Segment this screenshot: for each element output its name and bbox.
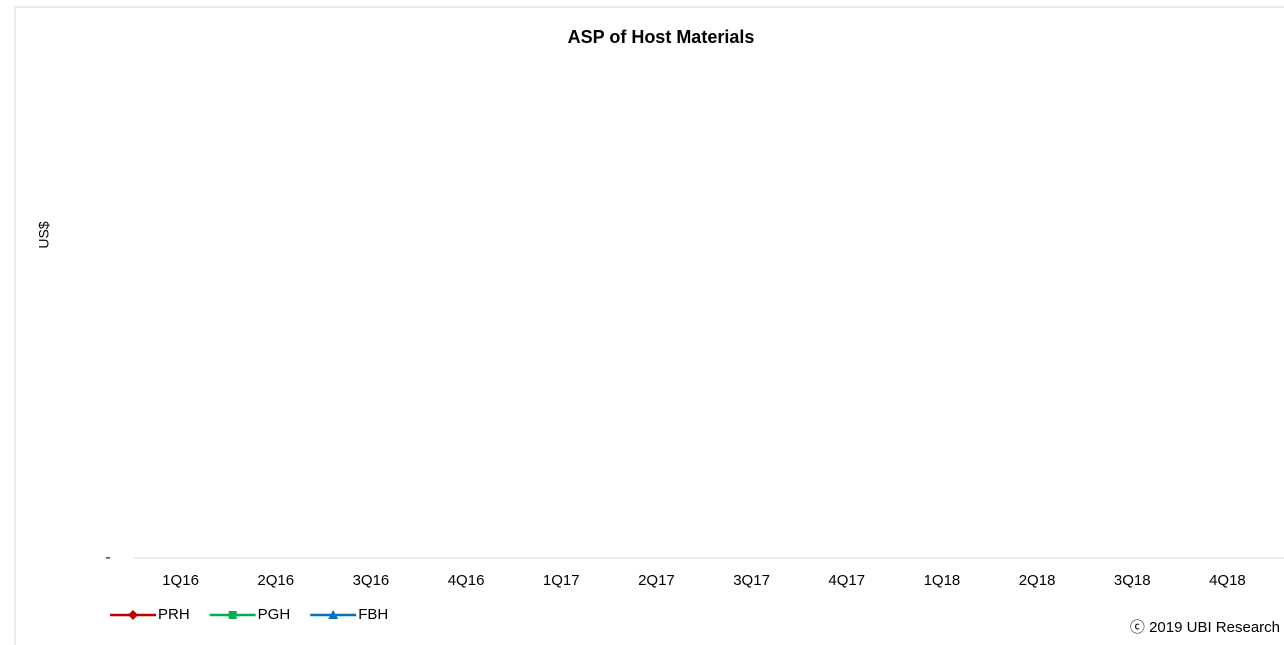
x-tick-label: 4Q18 — [1209, 572, 1246, 589]
x-tick-label: 1Q17 — [543, 572, 580, 589]
x-tick-label: 2Q18 — [1019, 572, 1056, 589]
marker — [128, 610, 138, 620]
x-tick-label: 1Q18 — [924, 572, 961, 589]
source-note: ⓒ 2019 UBI Research — [1130, 619, 1280, 636]
x-tick-label: 3Q18 — [1114, 572, 1151, 589]
y-tick-label: - — [106, 549, 111, 566]
x-tick-label: 4Q17 — [828, 572, 865, 589]
x-tick-label: 3Q17 — [733, 572, 770, 589]
marker — [228, 611, 237, 619]
legend-label: FBH — [358, 606, 388, 623]
legend-label: PGH — [258, 606, 291, 623]
x-tick-label: 2Q17 — [638, 572, 675, 589]
chart-frame — [14, 6, 1284, 645]
y-axis-label: US$ — [36, 221, 52, 248]
x-tick-label: 2Q16 — [257, 572, 294, 589]
marker — [328, 610, 339, 619]
x-tick-label: 3Q16 — [353, 572, 390, 589]
chart-title: ASP of Host Materials — [568, 27, 755, 47]
x-tick-label: 1Q16 — [162, 572, 199, 589]
x-tick-label: 4Q16 — [448, 572, 485, 589]
legend-label: PRH — [158, 606, 190, 623]
